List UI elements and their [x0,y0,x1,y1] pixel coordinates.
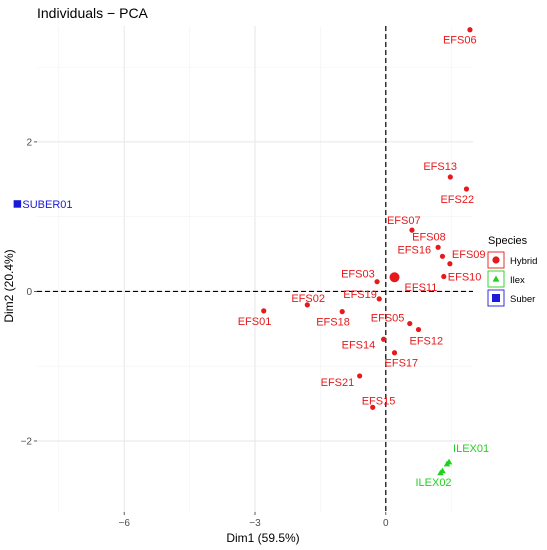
point-efs05 [407,320,413,327]
x-tick-label: −3 [249,518,261,529]
point-efs12 [415,326,422,333]
point-suber01 [13,200,22,208]
point-label-ilex02: ILEX02 [415,477,451,489]
y-tick-label: 2 [26,137,32,148]
point-efs09 [447,261,453,267]
point-efs11 [389,272,400,283]
point-label-suber01: SUBER01 [22,199,72,211]
point-label-efs21: EFS21 [321,377,355,389]
point-label-efs06: EFS06 [443,35,477,47]
point-efs21 [357,373,363,379]
point-label-efs09: EFS09 [452,249,486,261]
point-efs22 [463,186,470,192]
point-label-efs17: EFS17 [385,358,419,370]
series-ilex: ILEX01 ILEX02 [415,443,489,489]
point-label-efs16: EFS16 [397,244,431,256]
x-axis-title: Dim1 (59.5%) [226,531,299,545]
y-axis-title: Dim2 (20.4%) [2,249,16,322]
point-efs03 [374,279,380,285]
point-efs18 [339,309,345,315]
point-efs01 [261,308,267,314]
y-tick-label: 0 [26,287,32,298]
point-label-efs18: EFS18 [316,317,350,329]
series-suber: SUBER01 [13,199,73,211]
legend-label-ilex: Ilex [510,275,525,286]
point-label-efs07: EFS07 [387,215,421,227]
point-efs19 [376,296,382,302]
point-label-efs03: EFS03 [341,269,375,281]
point-ilex01-overlap [443,460,451,467]
legend-key-ilex [492,275,500,282]
point-efs02 [304,302,310,308]
point-label-ilex01: ILEX01 [453,443,489,455]
point-efs07 [409,227,415,233]
legend-label-suber: Suber [510,294,535,305]
legend-label-hybrid: Hybrid [510,256,537,267]
point-label-efs05: EFS05 [371,313,405,325]
point-efs14 [381,336,387,342]
point-efs17 [391,350,398,356]
point-label-efs10: EFS10 [448,271,482,283]
x-tick-label: −6 [118,518,130,529]
point-efs08 [435,244,441,250]
point-efs06 [467,27,473,33]
y-tick-label: −2 [21,436,33,447]
chart-title: Individuals − PCA [37,5,149,21]
legend: Species Hybrid Ilex Suber [487,235,537,307]
point-label-efs19: EFS19 [343,289,377,301]
point-label-efs01: EFS01 [238,316,272,328]
point-label-efs22: EFS22 [440,194,474,206]
legend-title: Species [488,235,528,247]
point-label-efs12: EFS12 [410,336,444,348]
point-label-efs15: EFS15 [362,395,396,407]
point-efs16 [439,253,446,259]
point-efs10 [441,273,447,280]
point-label-efs11: EFS11 [405,282,438,294]
point-label-efs13: EFS13 [423,161,457,173]
point-efs15 [370,404,376,410]
point-ilex02-overlap [437,469,444,476]
point-label-efs08: EFS08 [412,231,446,243]
x-tick-label: 0 [383,518,389,529]
point-label-efs02: EFS02 [291,293,325,305]
legend-key-hybrid [492,256,500,264]
legend-key-suber [492,294,500,302]
point-efs13 [447,174,453,180]
point-label-efs14: EFS14 [342,339,376,351]
